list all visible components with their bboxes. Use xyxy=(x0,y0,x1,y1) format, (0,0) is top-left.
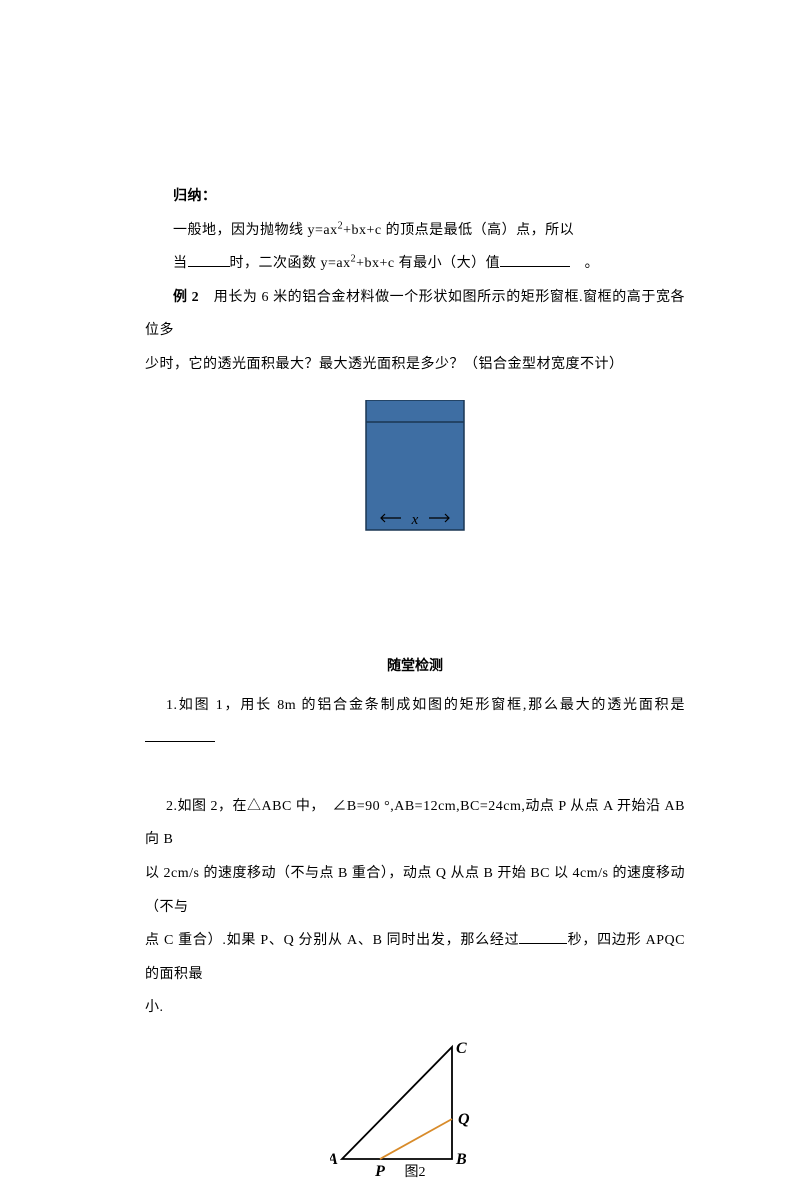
svg-text:x: x xyxy=(411,512,419,528)
quiz-title: 随堂检测 xyxy=(145,655,685,675)
text: 点 C 重合）.如果 P、Q 分别从 A、B 同时出发，那么经过 xyxy=(145,933,519,948)
quiz-q1: 1.如图 1，用长 8m 的铝合金条制成如图的矩形窗框,那么最大的透光面积是 xyxy=(145,689,685,756)
quiz-q2-l1: 2.如图 2，在△ABC 中， ∠B=90 °,AB=12cm,BC=24cm,… xyxy=(145,790,685,857)
blank-q2 xyxy=(519,930,567,944)
summary-line1: 一般地，因为抛物线 y=ax2+bx+c 的顶点是最低（高）点，所以 xyxy=(145,214,685,248)
blank-when xyxy=(188,253,230,267)
svg-text:A: A xyxy=(330,1151,338,1168)
summary-heading: 归纳： xyxy=(145,180,685,214)
text: 。 xyxy=(585,256,600,271)
window-figure: x xyxy=(145,400,685,545)
example-label: 例 2 xyxy=(173,290,199,305)
svg-text:Q: Q xyxy=(458,1111,470,1128)
text: +bx+c 的顶点是最低（高）点，所以 xyxy=(343,223,574,238)
svg-text:P: P xyxy=(374,1163,385,1180)
summary-line2: 当时，二次函数 y=ax2+bx+c 有最小（大）值 。 xyxy=(145,247,685,281)
text: +bx+c 有最小（大）值 xyxy=(356,256,500,271)
quiz-q2-l2: 以 2cm/s 的速度移动（不与点 B 重合），动点 Q 从点 B 开始 BC … xyxy=(145,857,685,924)
text: 当 xyxy=(173,256,188,271)
blank-value xyxy=(500,253,570,267)
text: 用长为 6 米的铝合金材料做一个形状如图所示的矩形窗框.窗框的高于宽各位多 xyxy=(145,290,685,339)
text: 一般地，因为抛物线 y=ax xyxy=(173,223,338,238)
text: 1.如图 1，用长 8m 的铝合金条制成如图的矩形窗框,那么最大的透光面积是 xyxy=(166,698,685,713)
triangle-figure: A B C P Q 图2 xyxy=(145,1037,685,1187)
svg-text:C: C xyxy=(456,1040,467,1057)
example2-line2: 少时，它的透光面积最大？最大透光面积是多少？（铝合金型材宽度不计） xyxy=(145,348,685,382)
quiz-q2-l4: 小. xyxy=(145,991,685,1025)
svg-text:B: B xyxy=(455,1151,467,1168)
svg-text:图2: 图2 xyxy=(405,1165,426,1180)
blank-q1 xyxy=(145,728,215,742)
example2-line1: 例 2 用长为 6 米的铝合金材料做一个形状如图所示的矩形窗框.窗框的高于宽各位… xyxy=(145,281,685,348)
quiz-q2-l3: 点 C 重合）.如果 P、Q 分别从 A、B 同时出发，那么经过秒，四边形 AP… xyxy=(145,924,685,991)
text: 时，二次函数 y=ax xyxy=(230,256,351,271)
